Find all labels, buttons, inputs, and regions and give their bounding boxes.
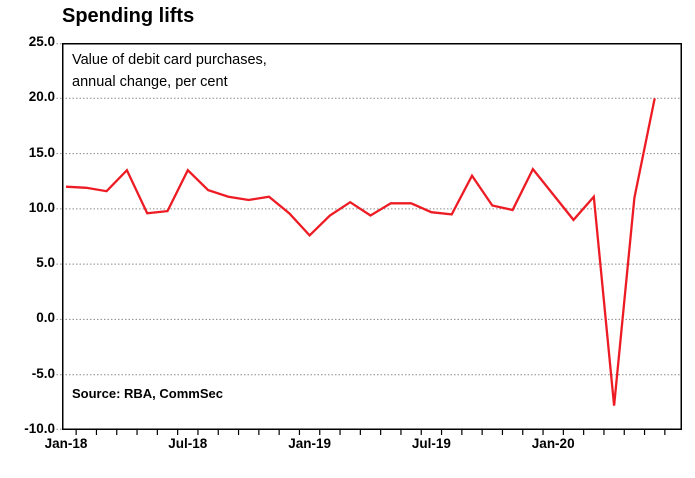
y-axis-label: 20.0	[28, 89, 55, 105]
y-axis-label: 10.0	[28, 199, 55, 215]
chart-subtitle-line2: annual change, per cent	[72, 74, 228, 90]
y-axis-label: 5.0	[36, 255, 55, 271]
chart-subtitle-line1: Value of debit card purchases,	[72, 52, 267, 68]
chart-subtitle: Value of debit card purchases, annual ch…	[72, 49, 267, 93]
x-axis-label: Jan-19	[288, 436, 331, 451]
x-axis-label: Jan-20	[531, 436, 575, 451]
plot-frame	[62, 43, 682, 430]
y-axis-label: -10.0	[24, 421, 55, 436]
y-axis-label: 0.0	[36, 310, 55, 326]
source-note: Source: RBA, CommSec	[72, 386, 223, 401]
chart-title: Spending lifts	[62, 5, 195, 27]
y-axis-label: -5.0	[31, 365, 55, 381]
chart-plot	[56, 43, 682, 435]
x-axis-label: Jul-18	[168, 436, 208, 451]
y-axis-label: 25.0	[28, 34, 55, 49]
y-axis-label: 15.0	[28, 144, 55, 160]
x-axis-label: Jan-18	[44, 436, 88, 451]
data-line-series	[65, 98, 656, 406]
x-axis-label: Jul-19	[411, 436, 451, 451]
